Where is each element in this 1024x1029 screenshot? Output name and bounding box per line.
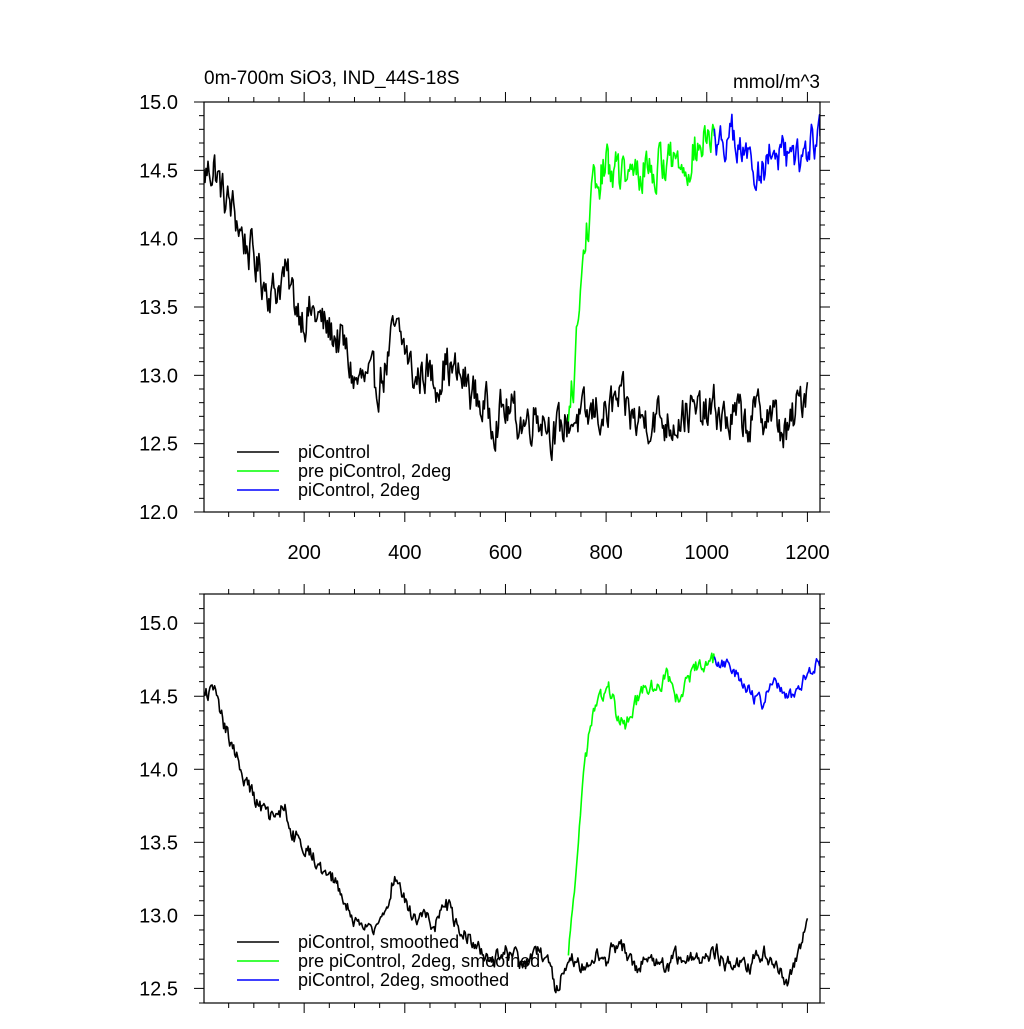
y-ticks [194,101,830,513]
x-ticks [228,584,808,1013]
series-line-2 [713,656,820,710]
x-tick-label: 600 [489,542,522,564]
y-tick-label: 14.5 [139,686,178,708]
y-tick-label: 13.5 [139,832,178,854]
y-tick-label: 15.0 [139,92,178,114]
legend-label: pre piControl, 2deg [298,461,451,481]
series-line-2 [713,113,820,192]
x-tick-label: 400 [388,542,421,564]
x-tick-label: 1000 [685,542,730,564]
legend-label: piControl, smoothed [298,932,459,952]
x-tick-label: 800 [589,542,622,564]
x-tick-label: 1200 [785,542,830,564]
plot-frame [203,593,821,1004]
panel-bottom: 12.5 13.0 13.5 14.0 14.5 15.0 piControl, smoot… [139,584,830,1013]
legend-label: pre piControl, 2deg, smoothed [298,951,540,971]
series-group [204,113,820,462]
legend-label: piControl, 2deg, smoothed [298,970,509,990]
series-line-1 [567,123,716,422]
series-group [204,652,820,994]
y-tick-label: 13.0 [139,365,178,387]
y-tick-label: 13.5 [139,297,178,319]
chart-title: 0m-700m SiO3, IND_44S-18S [204,68,460,89]
y-tick-label: 12.0 [139,502,178,524]
y-tick-label: 14.5 [139,160,178,182]
y-ticks [194,593,830,1004]
y-tick-label: 12.5 [139,434,178,456]
y-tick-label: 12.5 [139,978,178,1000]
series-line-0 [204,154,809,462]
y-tick-label: 14.0 [139,759,178,781]
legend-label: piControl, 2deg [298,480,420,500]
y-tick-label: 13.0 [139,905,178,927]
y-tick-label: 15.0 [139,613,178,635]
x-tick-label: 200 [287,542,320,564]
x-ticks [228,92,808,522]
series-line-1 [567,652,716,956]
legend-label: piControl [298,442,370,462]
y-tick-label: 14.0 [139,229,178,251]
series-line-0 [204,684,809,994]
panel-top: 200 400 600 800 1000 1200 12.0 12.5 13.0 13.5 14.0… [139,92,830,564]
chart-unit-label: mmol/m^3 [733,72,820,93]
